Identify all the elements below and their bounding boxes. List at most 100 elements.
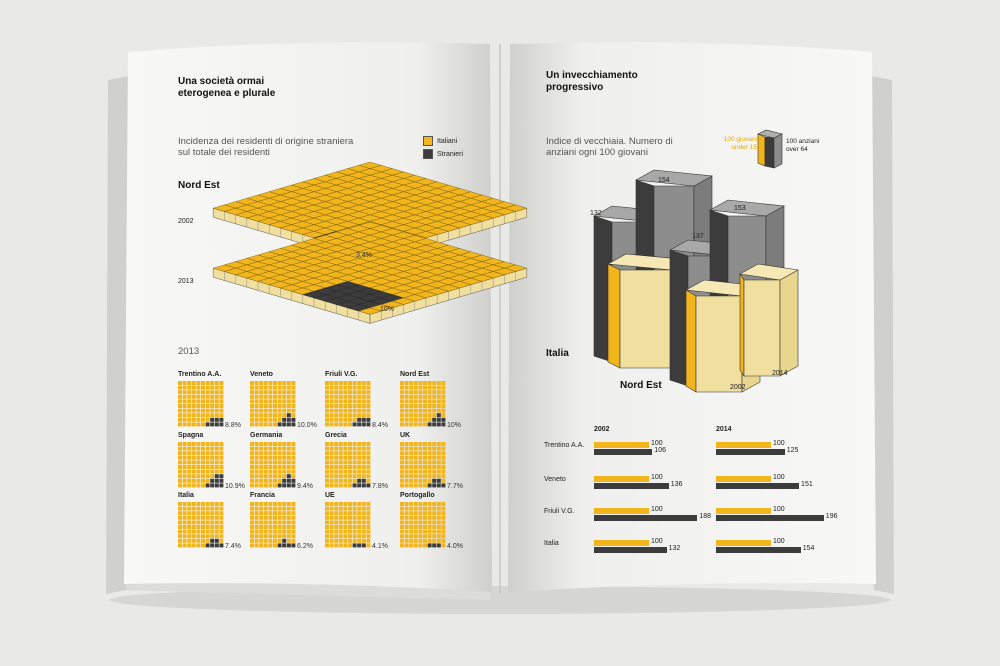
grid-cell-italiani bbox=[343, 506, 348, 511]
grid-cell-italiani bbox=[196, 385, 201, 390]
grid-cell-italiani bbox=[291, 460, 296, 465]
grid-cell-italiani bbox=[441, 394, 446, 399]
grid-cell-italiani bbox=[263, 502, 268, 506]
grid-cell-italiani bbox=[219, 394, 224, 399]
grid-cell-italiani bbox=[259, 534, 264, 539]
grid-cell-italiani bbox=[286, 502, 291, 506]
grid-cell-italiani bbox=[201, 543, 205, 548]
grid-cell-italiani bbox=[187, 446, 192, 451]
grid-cell-italiani bbox=[210, 381, 215, 385]
grid-cell-italiani bbox=[196, 399, 201, 404]
grid-cell-italiani bbox=[263, 483, 268, 488]
grid-cell-italiani bbox=[325, 465, 329, 469]
grid-cell-italiani bbox=[352, 529, 357, 534]
grid-cell-italiani bbox=[343, 422, 348, 427]
grid-cell-italiani bbox=[361, 446, 366, 451]
grid-cell-italiani bbox=[191, 474, 196, 479]
grid-cell-italiani bbox=[201, 502, 205, 506]
grid-cell-italiani bbox=[291, 520, 296, 525]
grid-title: Italia bbox=[178, 492, 194, 499]
grid-cell-stranieri bbox=[432, 417, 437, 422]
grid-cell-italiani bbox=[201, 455, 205, 460]
grid-cell-italiani bbox=[352, 404, 357, 408]
grid-cell-italiani bbox=[219, 469, 224, 474]
grid-chart bbox=[178, 381, 224, 427]
grid-cell-italiani bbox=[338, 460, 343, 465]
grid-cell-italiani bbox=[205, 451, 210, 456]
grid-cell-italiani bbox=[352, 511, 357, 516]
grid-cell-italiani bbox=[329, 474, 334, 479]
grid-cell-italiani bbox=[418, 525, 423, 529]
grid-cell-italiani bbox=[259, 529, 264, 534]
grid-cell-italiani bbox=[436, 455, 441, 460]
grid-cell-italiani bbox=[219, 381, 224, 385]
grid-cell-italiani bbox=[404, 506, 409, 511]
grid-cell-italiani bbox=[432, 442, 437, 446]
grid-cell-italiani bbox=[366, 534, 371, 539]
grid-cell-italiani bbox=[366, 404, 371, 408]
bar-giovani-value: 100 bbox=[773, 474, 785, 481]
grid-cell-stranieri bbox=[436, 422, 441, 427]
grid-cell-italiani bbox=[329, 417, 334, 422]
grid-cell-italiani bbox=[427, 394, 432, 399]
grid-cell-italiani bbox=[357, 404, 362, 408]
grid-cell-italiani bbox=[210, 465, 215, 469]
grid-title: Nord Est bbox=[400, 371, 430, 378]
grid-cell-stranieri bbox=[286, 413, 291, 418]
grid-cell-italiani bbox=[400, 394, 404, 399]
grid-cell-italiani bbox=[427, 538, 432, 543]
grid-cell-italiani bbox=[277, 506, 282, 511]
bar-anziani bbox=[594, 547, 667, 553]
grid-cell-italiani bbox=[334, 455, 339, 460]
grid-cell-italiani bbox=[254, 408, 259, 413]
grid-cell-italiani bbox=[259, 525, 264, 529]
grid-cell-italiani bbox=[268, 478, 273, 483]
grid-cell-italiani bbox=[187, 469, 192, 474]
grid-cell-italiani bbox=[427, 534, 432, 539]
grid-cell-italiani bbox=[187, 502, 192, 506]
grid-cell-italiani bbox=[404, 404, 409, 408]
grid-cell-italiani bbox=[254, 381, 259, 385]
bar-anziani-value: 136 bbox=[670, 481, 683, 488]
bar-anziani bbox=[716, 483, 800, 489]
grid-cell-italiani bbox=[254, 474, 259, 479]
grid-chart bbox=[250, 502, 296, 548]
grid-cell-italiani bbox=[427, 515, 432, 520]
grid-cell-italiani bbox=[182, 394, 187, 399]
grid-cell-italiani bbox=[413, 451, 418, 456]
grid-cell-italiani bbox=[343, 529, 348, 534]
grid-cell-italiani bbox=[210, 385, 215, 390]
grid-cell-italiani bbox=[400, 469, 404, 474]
grid-cell-italiani bbox=[436, 506, 441, 511]
bar-anziani bbox=[594, 515, 698, 521]
grid-cell-italiani bbox=[409, 417, 414, 422]
grid-cell-italiani bbox=[361, 460, 366, 465]
grid-cell-italiani bbox=[366, 446, 371, 451]
grid-cell-italiani bbox=[366, 451, 371, 456]
grid-cell-italiani bbox=[338, 478, 343, 483]
grid-cell-italiani bbox=[191, 538, 196, 543]
grid-cell-italiani bbox=[423, 483, 427, 488]
grid-cell-italiani bbox=[254, 446, 259, 451]
grid-cell-italiani bbox=[325, 525, 329, 529]
grid-cell-italiani bbox=[250, 534, 254, 539]
grid-cell-italiani bbox=[357, 455, 362, 460]
grid-cell-italiani bbox=[191, 465, 196, 469]
grid-cell-italiani bbox=[404, 399, 409, 404]
grid-cell-italiani bbox=[329, 455, 334, 460]
grid-cell-italiani bbox=[404, 460, 409, 465]
grid-cell-italiani bbox=[210, 455, 215, 460]
grid-cell-italiani bbox=[282, 455, 287, 460]
grid-cell-italiani bbox=[254, 442, 259, 446]
grid-cell-italiani bbox=[423, 422, 427, 427]
grid-cell-italiani bbox=[196, 422, 201, 427]
grid-cell-italiani bbox=[357, 534, 362, 539]
grid-cell-italiani bbox=[432, 465, 437, 469]
grid-cell-italiani bbox=[400, 455, 404, 460]
grid-cell-stranieri bbox=[432, 543, 437, 548]
grid-cell-italiani bbox=[348, 422, 352, 427]
grid-cell-italiani bbox=[259, 511, 264, 516]
grid-cell-italiani bbox=[191, 543, 196, 548]
grid-cell-italiani bbox=[273, 408, 277, 413]
grid-cell-italiani bbox=[286, 451, 291, 456]
